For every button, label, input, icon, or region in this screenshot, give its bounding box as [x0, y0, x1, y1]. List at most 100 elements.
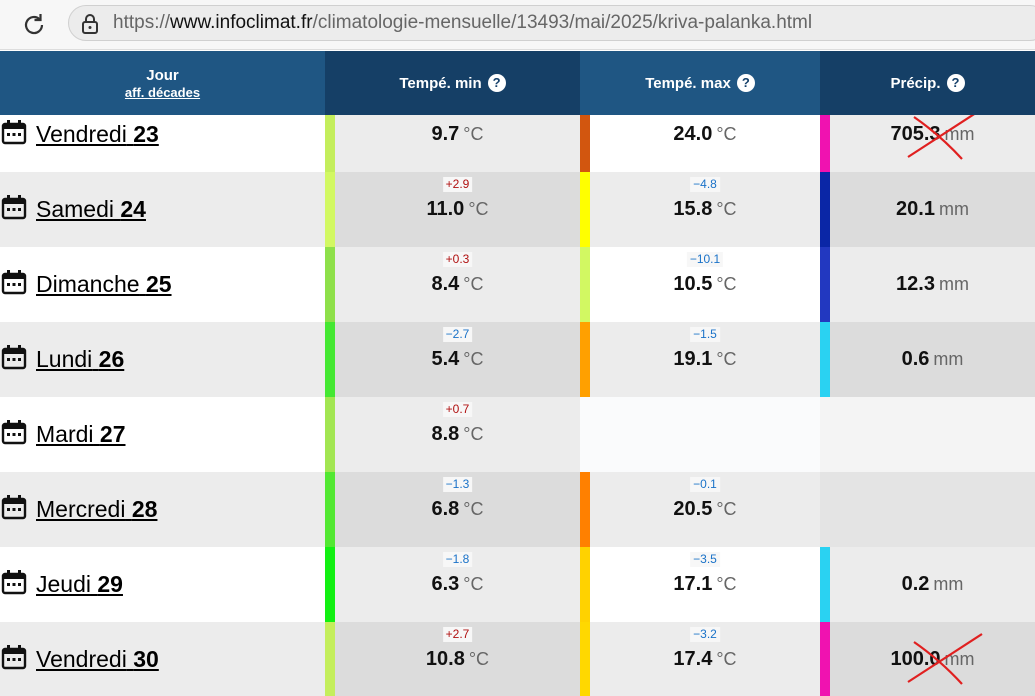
- weekday: Vendredi: [36, 121, 127, 147]
- day-number: 26: [98, 346, 125, 372]
- day-link[interactable]: Vendredi 23: [36, 121, 159, 148]
- max-cell: −1.5 19.1 °C: [580, 322, 820, 397]
- precip-cell: 0.2 mm: [820, 547, 1035, 622]
- temperature-value: 5.4: [431, 348, 460, 370]
- temperature: 11.0 °C: [335, 198, 580, 221]
- temperature: 5.4 °C: [335, 348, 580, 371]
- day-link[interactable]: Lundi 26: [36, 346, 124, 373]
- temperature-value: 17.1: [673, 573, 713, 595]
- day-number: 24: [120, 196, 146, 222]
- day-link[interactable]: Samedi 24: [36, 196, 146, 223]
- value-area: −1.5 19.1 °C: [590, 322, 820, 397]
- min-cell: +2.7 10.8 °C: [325, 622, 580, 696]
- value-area: 100.0 mm: [830, 622, 1035, 696]
- value-area: 0.2 mm: [830, 547, 1035, 622]
- anomaly: −3.5: [690, 552, 720, 567]
- color-bar: [580, 172, 590, 247]
- decades-link[interactable]: aff. décades: [124, 84, 201, 100]
- temperature-value: 10.8: [425, 648, 465, 670]
- anomaly: +2.9: [442, 177, 473, 192]
- calendar-icon: [1, 570, 27, 595]
- weekday: Mardi: [36, 421, 94, 447]
- unit: °C: [468, 649, 490, 669]
- day-link[interactable]: Mardi 27: [36, 421, 126, 448]
- unit: °C: [463, 424, 484, 444]
- min-cell: −2.7 5.4 °C: [325, 322, 580, 397]
- precipitation: 12.3 mm: [830, 273, 1035, 296]
- header-day-label: Jour: [146, 66, 179, 84]
- header-precip: Précip.?: [820, 51, 1035, 115]
- precip-value: 0.2: [901, 573, 930, 595]
- temperature: 6.3 °C: [335, 573, 580, 596]
- day-cell: Lundi 26: [0, 322, 325, 397]
- day-link[interactable]: Jeudi 29: [36, 571, 123, 598]
- help-icon[interactable]: ?: [736, 74, 755, 92]
- day-link[interactable]: Vendredi 30: [36, 646, 159, 673]
- anomaly: +0.7: [442, 402, 473, 417]
- unit: mm: [933, 574, 964, 594]
- value-area: 20.1 mm: [830, 172, 1035, 247]
- header-max-label: Tempé. max: [645, 74, 731, 92]
- color-bar: [325, 247, 335, 322]
- color-bar: [325, 547, 335, 622]
- color-bar: [820, 322, 830, 397]
- precip-cell: 705.3 mm: [820, 115, 1035, 172]
- anomaly: −1.3: [442, 477, 473, 492]
- value-area: −4.8 15.8 °C: [590, 172, 820, 247]
- anomaly: +2.7: [442, 627, 473, 642]
- value-area: −1.3 6.8 °C: [335, 472, 580, 547]
- anomaly: +0.3: [442, 252, 473, 267]
- precip-cell: 20.1 mm: [820, 172, 1035, 247]
- anomaly: −3.2: [690, 627, 720, 642]
- unit: °C: [463, 574, 484, 594]
- anomaly: −1.8: [442, 552, 473, 567]
- help-icon[interactable]: ?: [946, 74, 965, 92]
- day-number: 30: [133, 646, 159, 672]
- unit: °C: [716, 349, 737, 369]
- color-bar: [325, 322, 335, 397]
- day-cell: Jeudi 29: [0, 547, 325, 622]
- header-max: Tempé. max?: [580, 51, 820, 115]
- color-bar: [325, 115, 335, 172]
- max-cell: −0.1 20.5 °C: [580, 472, 820, 547]
- temperature-value: 9.7: [431, 123, 460, 145]
- max-cell: −4.8 15.8 °C: [580, 172, 820, 247]
- precip-cell: [820, 397, 1035, 472]
- reload-button[interactable]: [20, 11, 48, 39]
- unit: °C: [716, 574, 737, 594]
- anomaly: −1.5: [690, 327, 720, 342]
- temperature: 6.8 °C: [335, 498, 580, 521]
- color-bar: [820, 622, 830, 696]
- color-bar: [325, 472, 335, 547]
- value-area: +2.9 11.0 °C: [335, 172, 580, 247]
- unit: °C: [716, 274, 737, 294]
- day-number: 23: [133, 121, 159, 147]
- day-cell: Mercredi 28: [0, 472, 325, 547]
- url-scheme: https://: [113, 12, 171, 33]
- value-area: 9.7 °C: [335, 115, 580, 172]
- day-cell: Vendredi 23: [0, 115, 325, 172]
- unit: °C: [716, 199, 737, 219]
- calendar-icon: [1, 120, 27, 145]
- temperature: 10.5 °C: [590, 273, 820, 296]
- day-link[interactable]: Mercredi 28: [36, 496, 157, 523]
- precip-cell: [820, 472, 1035, 547]
- precip-cell: 0.6 mm: [820, 322, 1035, 397]
- address-bar[interactable]: https://www.infoclimat.fr/climatologie-m…: [68, 5, 1035, 41]
- header-day: Jour aff. décades: [0, 51, 325, 115]
- calendar-icon: [1, 420, 27, 445]
- unit: °C: [463, 349, 484, 369]
- cross-out: [907, 633, 983, 685]
- temperature: 10.8 °C: [335, 648, 580, 671]
- help-icon[interactable]: ?: [487, 74, 506, 92]
- max-cell: 24.0 °C: [580, 115, 820, 172]
- day-link[interactable]: Dimanche 25: [36, 271, 172, 298]
- weekday: Jeudi: [36, 571, 91, 597]
- anomaly: −0.1: [690, 477, 720, 492]
- unit: °C: [468, 199, 489, 219]
- day-cell: Dimanche 25: [0, 247, 325, 322]
- unit: °C: [716, 124, 737, 144]
- temperature: 19.1 °C: [590, 348, 820, 371]
- precip-value: 12.3: [896, 273, 935, 295]
